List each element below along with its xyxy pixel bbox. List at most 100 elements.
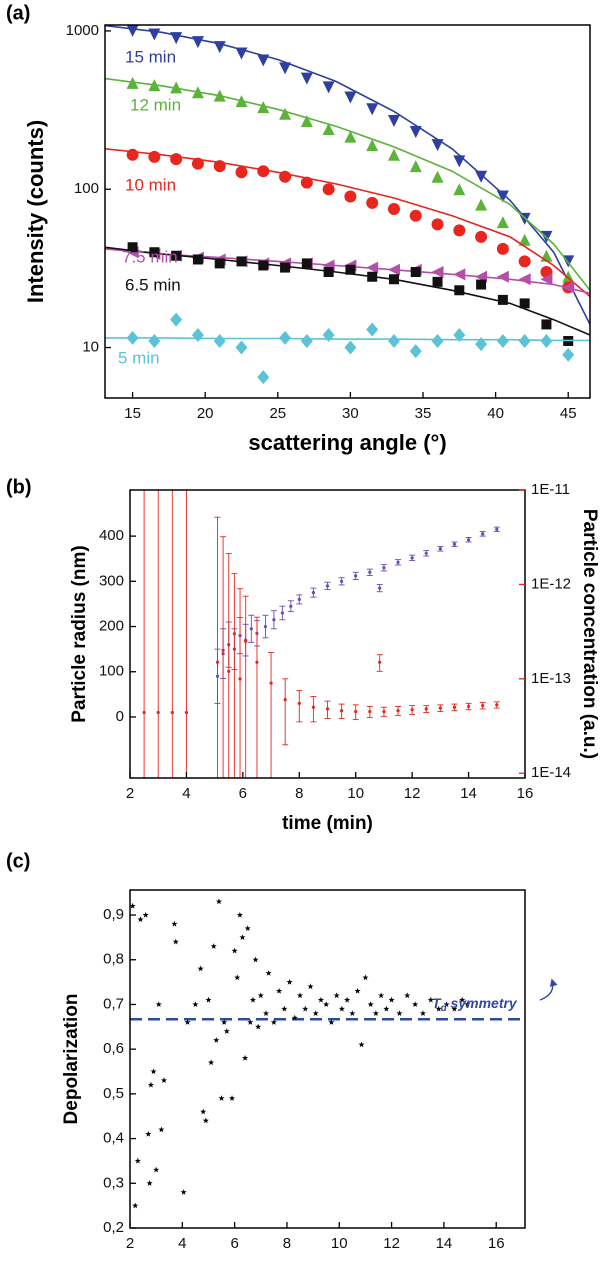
marker	[349, 1010, 356, 1016]
fit-line	[105, 337, 590, 342]
x-axis-label: time (min)	[282, 813, 373, 834]
data-point	[481, 704, 485, 708]
series-label: 10 min	[125, 175, 176, 194]
marker	[383, 1005, 390, 1012]
marker	[228, 1095, 236, 1101]
marker	[344, 130, 357, 143]
x-tick-label: 2	[126, 1235, 134, 1252]
marker	[338, 1005, 345, 1012]
marker	[235, 166, 248, 179]
marker	[270, 1019, 277, 1025]
x-tick-label: 25	[269, 405, 286, 422]
marker	[192, 1001, 199, 1008]
marker	[454, 285, 465, 296]
marker	[322, 81, 335, 94]
y-tick-label: 10	[82, 339, 99, 356]
marker	[322, 123, 335, 136]
annotation-main: T	[432, 995, 442, 1011]
x-axis-label: time (min)	[282, 1263, 373, 1265]
marker	[279, 62, 292, 75]
data-point	[142, 710, 146, 715]
plot-area	[141, 490, 500, 778]
marker	[170, 153, 183, 166]
marker	[367, 271, 378, 282]
data-point	[289, 604, 293, 608]
x-tick-label: 6	[230, 1235, 238, 1252]
series-label: 6.5 min	[125, 275, 181, 294]
data-point	[354, 574, 358, 578]
marker	[431, 266, 444, 279]
marker	[519, 298, 530, 309]
marker	[518, 273, 531, 286]
marker	[215, 898, 222, 905]
series-label: 12 min	[130, 95, 181, 114]
x-axis-label: scattering angle (°)	[248, 430, 446, 455]
marker	[170, 32, 183, 45]
data-point	[297, 597, 301, 602]
panel-label: (c)	[6, 850, 30, 872]
fit-line	[105, 248, 590, 295]
marker	[323, 1001, 330, 1008]
data-point	[438, 547, 442, 551]
data-point	[452, 542, 457, 546]
data-point	[227, 669, 231, 673]
y-tick-label: 300	[99, 572, 124, 589]
panel-label: (a)	[6, 2, 30, 24]
marker	[518, 333, 531, 348]
y-tick-label: 1000	[66, 22, 99, 39]
data-point	[272, 618, 276, 622]
marker	[252, 956, 259, 963]
annotation-sub: d	[441, 1003, 448, 1014]
marker	[191, 36, 204, 49]
marker	[518, 233, 531, 246]
marker	[142, 911, 149, 918]
data-point	[215, 660, 220, 664]
marker	[409, 209, 422, 222]
marker	[191, 86, 204, 99]
data-point	[396, 709, 400, 713]
marker	[388, 996, 395, 1003]
marker	[279, 330, 292, 345]
marker	[127, 242, 138, 253]
marker	[431, 139, 444, 152]
y-tick-label: 0,9	[103, 906, 124, 923]
marker	[208, 1059, 215, 1066]
y-tick-label: 0,7	[103, 995, 124, 1012]
x-tick-label: 35	[415, 405, 432, 422]
x-tick-label: 16	[517, 785, 534, 802]
marker	[191, 157, 204, 170]
marker	[148, 333, 161, 348]
marker	[312, 1010, 319, 1016]
marker	[286, 978, 293, 985]
marker	[453, 328, 466, 343]
x-tick-label: 15	[124, 405, 141, 422]
marker	[409, 160, 422, 173]
marker	[388, 274, 399, 285]
data-point	[249, 627, 253, 631]
data-point	[410, 708, 414, 712]
marker	[213, 160, 226, 173]
marker	[276, 987, 283, 994]
x-tick-label: 16	[488, 1235, 505, 1252]
data-point	[424, 707, 428, 711]
y-axis-label: Particle radius (nm)	[69, 545, 90, 722]
data-point	[244, 639, 248, 643]
data-point	[368, 709, 372, 714]
y-tick-label: 0,8	[103, 951, 124, 968]
marker	[344, 190, 357, 203]
marker	[214, 258, 225, 269]
x-tick-label: 14	[460, 785, 477, 802]
marker	[126, 330, 139, 345]
data-point	[382, 709, 386, 714]
marker	[148, 150, 161, 163]
data-point	[280, 611, 284, 615]
x-tick-label: 8	[283, 1235, 291, 1252]
marker	[404, 992, 411, 999]
marker	[255, 1023, 262, 1030]
marker	[387, 203, 400, 216]
marker	[396, 1010, 403, 1016]
marker	[366, 103, 379, 116]
marker	[213, 41, 226, 54]
marker	[171, 250, 182, 261]
